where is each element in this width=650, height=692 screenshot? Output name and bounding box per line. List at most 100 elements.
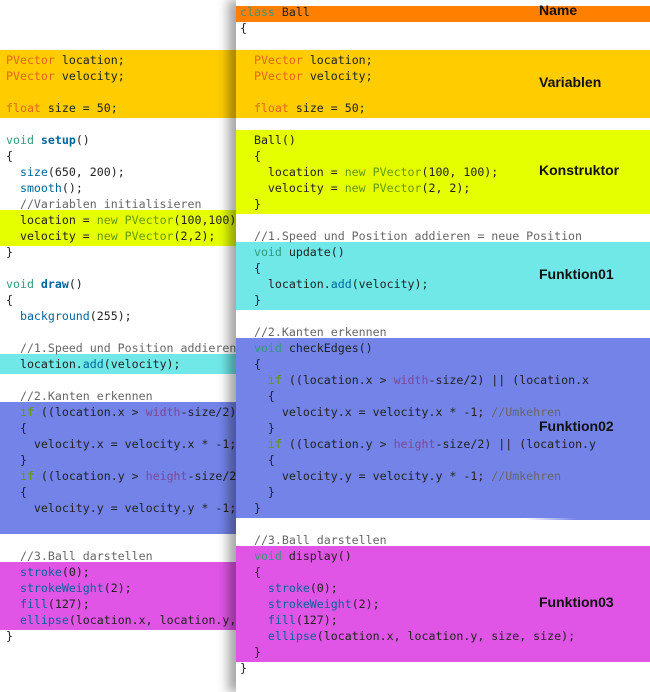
- code-token: {: [240, 389, 275, 403]
- code-token: [240, 101, 254, 115]
- code-token: void: [253, 549, 282, 563]
- code-token: strokeWeight: [267, 597, 352, 611]
- code-token: if: [267, 437, 282, 451]
- code-token: PVector: [6, 53, 55, 67]
- code-line: stroke(0);: [240, 580, 338, 596]
- section-label: Funktion03: [539, 594, 614, 610]
- code-line: PVector velocity;: [6, 68, 125, 84]
- code-token: if: [267, 373, 282, 387]
- code-line: location = new PVector(100,100);: [6, 212, 236, 228]
- code-token: stroke: [19, 565, 62, 579]
- code-token: [240, 549, 254, 563]
- code-section-2: [0, 354, 236, 374]
- code-token: [240, 245, 254, 259]
- main-sketch-code: PVector location; PVector velocity; float …: [0, 0, 236, 692]
- code-line: PVector location;: [6, 52, 125, 68]
- code-line: strokeWeight(2);: [6, 580, 132, 596]
- code-token: location.: [240, 277, 331, 291]
- code-token: (100,100);: [173, 213, 236, 227]
- code-line: smooth();: [6, 180, 83, 196]
- code-line: {: [240, 452, 275, 468]
- code-line: if ((location.y > height-size/2): [6, 468, 236, 484]
- code-line: location.add(velocity);: [6, 356, 181, 372]
- code-token: //Umkehren: [491, 405, 562, 419]
- code-line: //2.Kanten erkennen: [240, 324, 387, 340]
- code-line: PVector velocity;: [240, 68, 373, 84]
- code-token: (650, 200);: [47, 165, 125, 179]
- code-section-0: [0, 50, 236, 118]
- code-token: location =: [6, 213, 97, 227]
- code-line: if ((location.y > height-size/2) || (loc…: [240, 436, 596, 452]
- code-line: void display(): [240, 548, 352, 564]
- code-token: //1.Speed und Position addieren: [6, 341, 236, 355]
- code-token: -size/2) || (location.x: [428, 373, 590, 387]
- code-token: float: [6, 101, 41, 115]
- code-token: {: [6, 485, 27, 499]
- code-token: if: [19, 469, 34, 483]
- code-token: add: [330, 277, 352, 291]
- code-token: background: [19, 309, 90, 323]
- code-token: Ball(): [240, 133, 296, 147]
- code-line: }: [6, 452, 27, 468]
- code-line: }: [6, 244, 13, 260]
- code-token: location;: [302, 53, 373, 67]
- code-token: velocity =: [240, 181, 345, 195]
- code-token: [240, 597, 268, 611]
- section-label: Variablen: [539, 74, 602, 90]
- code-token: velocity.y = velocity.y * -1;: [240, 469, 492, 483]
- code-token: update(): [281, 245, 345, 259]
- code-line: }: [240, 420, 275, 436]
- code-section-variablen: [236, 50, 650, 118]
- code-token: }: [240, 501, 261, 515]
- code-token: {: [240, 565, 261, 579]
- code-token: height: [145, 469, 188, 483]
- code-token: height: [393, 437, 436, 451]
- code-token: smooth: [19, 181, 62, 195]
- code-token: [240, 613, 268, 627]
- code-token: }: [6, 245, 13, 259]
- code-token: }: [240, 421, 275, 435]
- code-token: PVector: [253, 69, 303, 83]
- code-token: (255);: [89, 309, 132, 323]
- code-token: //2.Kanten erkennen: [6, 389, 153, 403]
- code-token: ellipse: [19, 613, 69, 627]
- code-token: //3.Ball darstellen: [240, 533, 387, 547]
- code-token: draw: [40, 277, 69, 291]
- code-token: }: [240, 197, 261, 211]
- code-line: location = new PVector(100, 100);: [240, 164, 498, 180]
- code-section-funktion01: [236, 242, 650, 310]
- code-token: (): [68, 277, 83, 291]
- code-token: PVector: [6, 69, 55, 83]
- ball-class-code: Name Variablen Konstruktor Funktion01 Funkti…: [236, 0, 650, 692]
- code-token: void: [253, 245, 282, 259]
- code-token: size: [19, 165, 48, 179]
- code-token: (0);: [309, 581, 338, 595]
- code-token: float: [253, 101, 289, 115]
- code-token: -size/2): [187, 469, 236, 483]
- code-token: (2,2);: [173, 229, 216, 243]
- code-token: [240, 373, 268, 387]
- code-line: //Variablen initialisieren: [6, 196, 202, 212]
- code-line: float size = 50;: [6, 100, 118, 116]
- code-token: [6, 565, 20, 579]
- code-line: }: [240, 644, 261, 660]
- code-line: }: [240, 292, 261, 308]
- code-token: checkEdges(): [281, 341, 373, 355]
- code-token: velocity;: [302, 69, 373, 83]
- code-line: //3.Ball darstellen: [6, 548, 153, 564]
- code-token: (127);: [295, 613, 338, 627]
- section-label: Name: [539, 2, 578, 18]
- code-token: [240, 69, 254, 83]
- code-line: {: [6, 420, 27, 436]
- code-token: ((location.x >: [281, 373, 394, 387]
- code-line: }: [240, 500, 261, 516]
- code-token: new PVector: [344, 165, 422, 179]
- code-token: }: [240, 661, 247, 675]
- code-token: [6, 181, 20, 195]
- code-token: new PVector: [96, 213, 174, 227]
- code-line: background(255);: [6, 308, 132, 324]
- code-section-1: [0, 210, 236, 246]
- code-section-konstruktor: [236, 130, 650, 214]
- code-token: (velocity);: [351, 277, 429, 291]
- code-line: {: [6, 148, 13, 164]
